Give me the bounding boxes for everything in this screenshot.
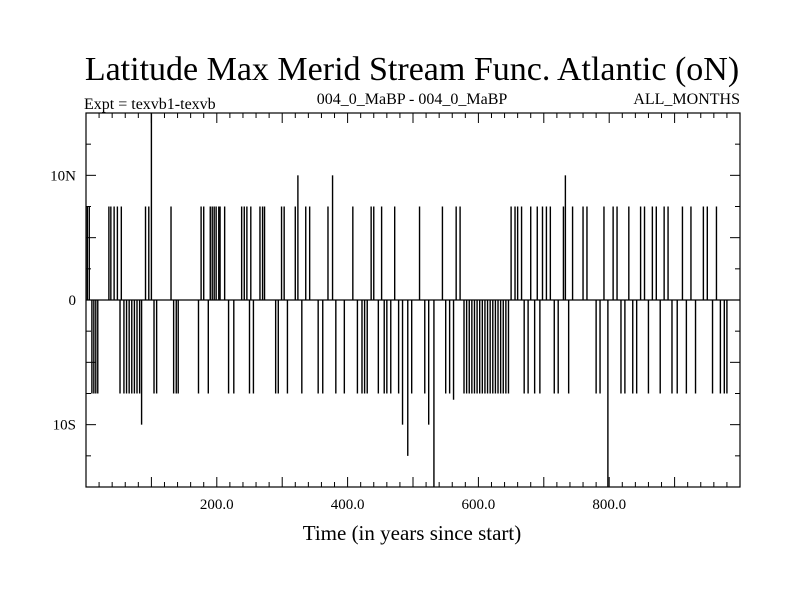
y-tick-label: 10N	[50, 168, 76, 184]
chart-subtitle-right: ALL_MONTHS	[633, 91, 740, 108]
x-tick-label: 800.0	[592, 497, 626, 513]
data-layer	[86, 113, 740, 487]
y-tick-label: 0	[69, 293, 77, 309]
x-tick-label: 400.0	[331, 497, 365, 513]
plot-frame	[85, 112, 741, 488]
chart-title: Latitude Max Merid Stream Func. Atlantic…	[85, 51, 739, 88]
chart-subtitle-center: 004_0_MaBP - 004_0_MaBP	[317, 91, 508, 108]
chart-subtitle-left: Expt = texvb1-texvb	[84, 96, 216, 113]
axis-ticks: 200.0 400.0 600.0 800.0 10N 0 10S	[50, 113, 740, 513]
x-axis-label: Time (in years since start)	[303, 521, 522, 545]
x-tick-label: 600.0	[462, 497, 496, 513]
x-tick-label: 200.0	[200, 497, 234, 513]
y-tick-label: 10S	[53, 418, 76, 434]
